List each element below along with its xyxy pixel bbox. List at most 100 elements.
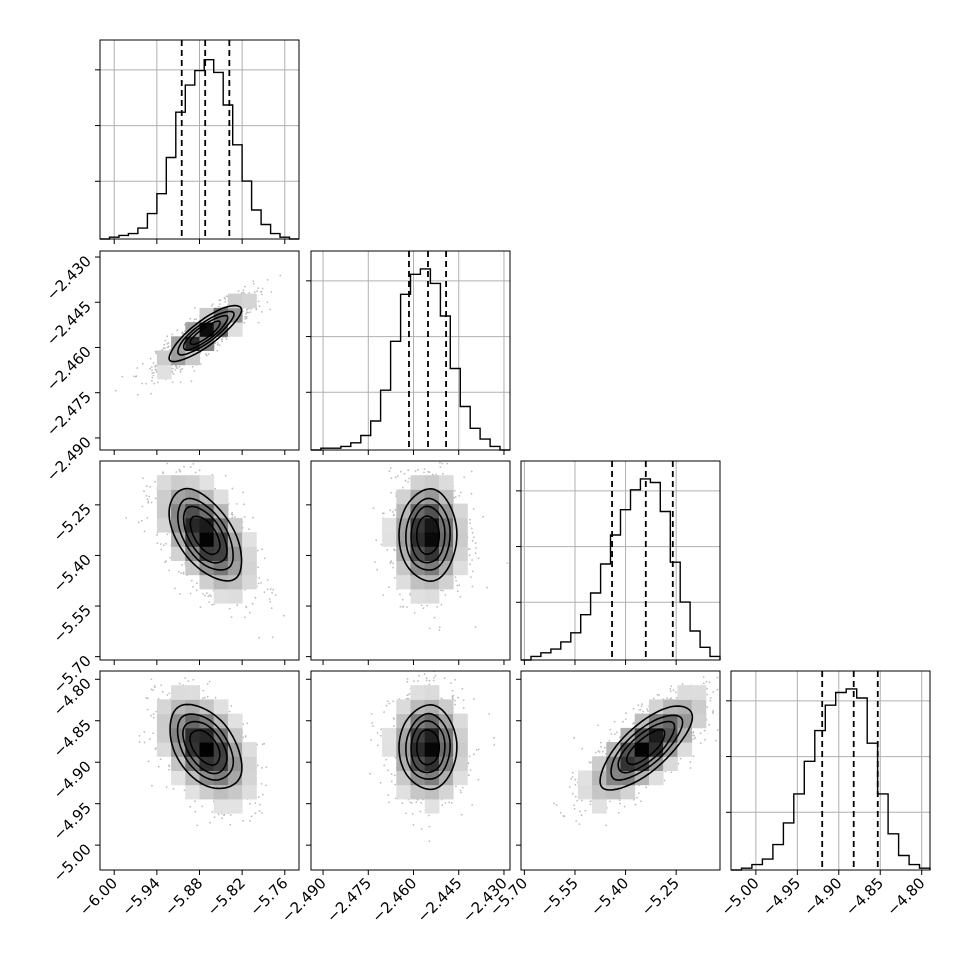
scatter-point bbox=[176, 329, 179, 332]
scatter-point bbox=[375, 539, 378, 542]
scatter-point bbox=[154, 368, 157, 371]
density-cell bbox=[227, 517, 243, 533]
scatter-point bbox=[145, 494, 148, 497]
scatter-point bbox=[138, 734, 141, 737]
scatter-point bbox=[161, 690, 164, 693]
scatter-point bbox=[148, 738, 151, 741]
scatter-point bbox=[225, 338, 228, 340]
scatter-point bbox=[143, 490, 145, 493]
contour-line bbox=[176, 713, 235, 781]
scatter-point bbox=[408, 477, 410, 480]
scatter-point bbox=[434, 426, 436, 428]
density-cell bbox=[396, 574, 411, 590]
scatter-point bbox=[159, 453, 161, 455]
panel-0-2 bbox=[99, 453, 300, 661]
density-cell bbox=[424, 503, 440, 519]
scatter-point bbox=[154, 480, 157, 483]
scatter-point bbox=[252, 282, 255, 285]
scatter-point bbox=[142, 362, 144, 365]
scatter-point bbox=[246, 722, 249, 725]
contour-line bbox=[169, 703, 243, 790]
scatter-point bbox=[207, 353, 210, 355]
scatter-point bbox=[250, 308, 253, 310]
scatter-point bbox=[397, 475, 399, 477]
scatter-point bbox=[240, 292, 243, 294]
scatter-point bbox=[444, 594, 447, 596]
scatter-point bbox=[279, 274, 282, 277]
scatter-point bbox=[208, 680, 211, 683]
density-cell bbox=[410, 532, 426, 547]
scatter-point bbox=[453, 496, 456, 499]
contour-line bbox=[189, 515, 221, 556]
scatter-point bbox=[244, 735, 247, 737]
scatter-point bbox=[418, 457, 420, 459]
scatter-point bbox=[428, 627, 431, 630]
scatter-point bbox=[162, 544, 165, 547]
density-cell bbox=[199, 742, 215, 757]
scatter-point bbox=[157, 697, 160, 700]
scatter-point bbox=[136, 393, 139, 396]
scatter-point bbox=[202, 593, 204, 595]
scatter-point bbox=[206, 683, 209, 685]
scatter-point bbox=[114, 389, 117, 392]
scatter-point bbox=[193, 307, 196, 309]
scatter-point bbox=[183, 323, 186, 326]
scatter-point bbox=[394, 509, 397, 511]
scatter-point bbox=[471, 585, 474, 588]
scatter-point bbox=[206, 592, 208, 594]
scatter-point bbox=[261, 287, 264, 290]
density-cell bbox=[424, 588, 440, 604]
scatter-point bbox=[379, 734, 382, 737]
scatter-point bbox=[388, 702, 391, 705]
scatter-point bbox=[242, 491, 244, 494]
scatter-point bbox=[214, 696, 217, 699]
scatter-point bbox=[166, 533, 169, 536]
scatter-point bbox=[427, 814, 430, 817]
scatter-point bbox=[169, 556, 172, 559]
scatter-point bbox=[189, 805, 192, 808]
scatter-point bbox=[423, 468, 426, 470]
density-cell bbox=[227, 574, 243, 590]
scatter-point bbox=[412, 823, 415, 826]
density-cell bbox=[242, 770, 257, 786]
scatter-point bbox=[469, 563, 471, 566]
scatter-point bbox=[121, 375, 124, 378]
scatter-point bbox=[152, 374, 155, 377]
contour-line bbox=[168, 304, 243, 363]
scatter-point bbox=[189, 466, 192, 468]
density-cell bbox=[227, 798, 243, 814]
scatter-point bbox=[221, 338, 224, 341]
scatter-point bbox=[254, 596, 257, 599]
density-cell bbox=[156, 503, 172, 519]
scatter-point bbox=[382, 594, 385, 596]
density-cell bbox=[242, 532, 257, 547]
scatter-point bbox=[399, 605, 402, 608]
scatter-point bbox=[407, 481, 409, 483]
scatter-point bbox=[428, 840, 431, 843]
scatter-point bbox=[152, 716, 155, 719]
scatter-point bbox=[455, 785, 457, 788]
scatter-point bbox=[179, 370, 182, 373]
scatter-point bbox=[181, 367, 184, 370]
scatter-point bbox=[154, 497, 157, 500]
scatter-point bbox=[181, 331, 184, 334]
scatter-point bbox=[444, 802, 447, 804]
scatter-point bbox=[150, 714, 153, 717]
scatter-point bbox=[389, 467, 392, 469]
scatter-point bbox=[245, 313, 247, 315]
scatter-point bbox=[134, 375, 137, 378]
scatter-point bbox=[414, 470, 417, 472]
density-cell bbox=[213, 574, 229, 590]
scatter-point bbox=[149, 357, 152, 360]
scatter-point bbox=[137, 521, 140, 524]
scatter-point bbox=[202, 697, 204, 700]
scatter-point bbox=[160, 548, 163, 551]
scatter-point bbox=[422, 607, 425, 610]
scatter-point bbox=[148, 495, 151, 498]
scatter-point bbox=[441, 473, 444, 475]
scatter-point bbox=[146, 517, 149, 519]
scatter-point bbox=[261, 311, 263, 313]
scatter-point bbox=[381, 512, 384, 515]
scatter-point bbox=[258, 636, 261, 639]
scatter-point bbox=[145, 382, 148, 385]
